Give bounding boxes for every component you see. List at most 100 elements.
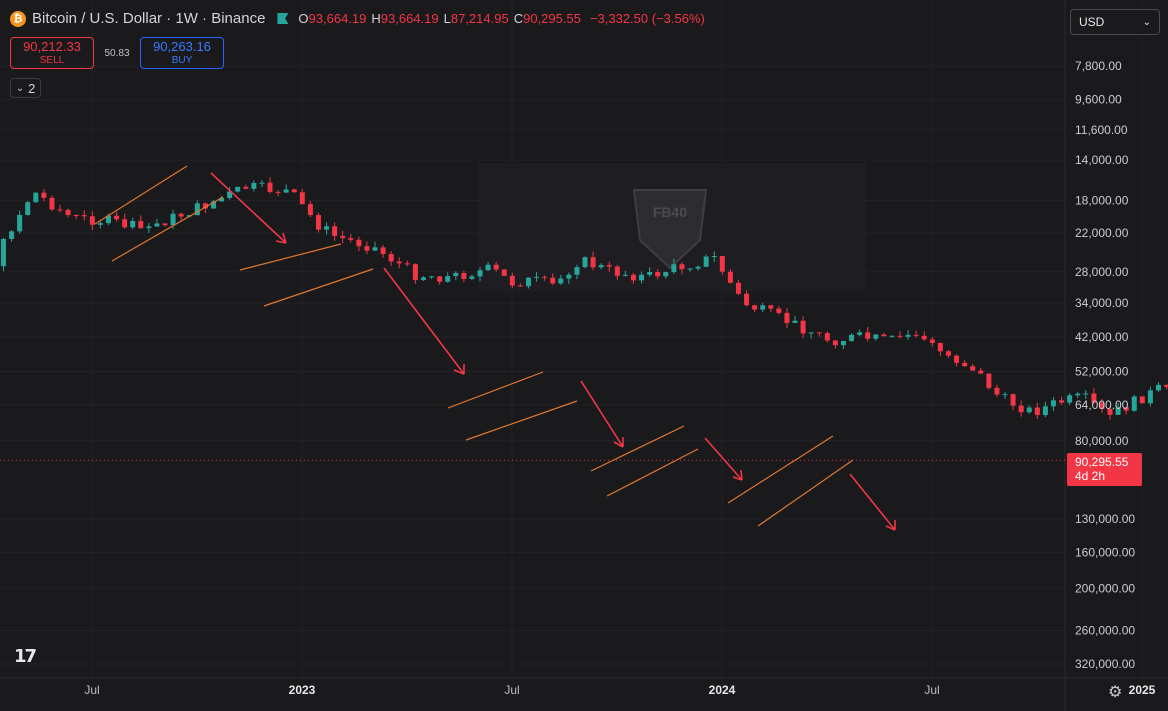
sell-price: 90,212.33 bbox=[23, 39, 81, 54]
price-axis[interactable]: 7,800.00 9,600.00 11,600.00 14,000.00 18,000… bbox=[1075, 59, 1135, 671]
candle-body bbox=[647, 272, 653, 275]
channel-line bbox=[263, 268, 374, 307]
candle-body bbox=[267, 182, 273, 192]
arrow-icon bbox=[210, 172, 287, 244]
flag-icon[interactable] bbox=[277, 13, 289, 24]
channel-line bbox=[606, 448, 699, 497]
channel-line bbox=[590, 425, 685, 472]
price-tag: 90,295.55 4d 2h bbox=[1067, 453, 1142, 486]
candle-body bbox=[404, 263, 410, 265]
y-tick-label: 34,000.00 bbox=[1075, 296, 1129, 310]
trade-panel: 90,212.33 SELL 50.83 90,263.16 BUY bbox=[10, 37, 224, 69]
x-tick-label: Jul bbox=[84, 683, 99, 697]
candle-body bbox=[469, 276, 475, 279]
y-tick-label: 11,600.00 bbox=[1075, 123, 1128, 137]
candle-body bbox=[65, 209, 71, 216]
candle-body bbox=[25, 202, 31, 215]
candle-body bbox=[33, 192, 39, 203]
price-tag-countdown: 4d 2h bbox=[1075, 469, 1105, 483]
buy-button[interactable]: 90,263.16 BUY bbox=[140, 37, 224, 69]
candle-body bbox=[372, 247, 378, 251]
candle-body bbox=[598, 265, 604, 268]
chevron-down-icon: ⌄ bbox=[15, 82, 25, 94]
channel-line bbox=[111, 196, 224, 262]
candle-body bbox=[429, 276, 435, 278]
y-tick-label: 130,000.00 bbox=[1075, 512, 1135, 526]
y-tick-label: 64,000.00 bbox=[1075, 398, 1129, 412]
candle-body bbox=[695, 266, 701, 269]
candle-body bbox=[687, 268, 693, 270]
gear-icon[interactable]: ⚙ bbox=[1108, 684, 1123, 701]
indicators-toggle-button[interactable]: ⌄ 2 bbox=[10, 78, 41, 98]
candle-body bbox=[509, 275, 515, 286]
y-tick-label: 9,600.00 bbox=[1075, 92, 1122, 106]
y-tick-label: 14,000.00 bbox=[1075, 153, 1129, 167]
time-axis[interactable]: Jul2023Jul2024Jul2025Jul2026Jul2027 bbox=[84, 683, 1168, 697]
candle-body bbox=[744, 293, 750, 306]
candle-body bbox=[1139, 396, 1145, 404]
candle-body bbox=[824, 333, 830, 341]
candle-body bbox=[978, 370, 984, 374]
candle-body bbox=[0, 238, 6, 267]
candle-body bbox=[275, 191, 281, 193]
candle-body bbox=[219, 197, 225, 202]
watermark-text: FB40 bbox=[653, 204, 687, 220]
candle-body bbox=[711, 256, 717, 258]
y-tick-label: 260,000.00 bbox=[1075, 624, 1135, 638]
candle-body bbox=[1059, 400, 1065, 403]
candle-body bbox=[582, 257, 588, 268]
candle-body bbox=[9, 231, 15, 239]
candle-body bbox=[622, 274, 628, 276]
candle-body bbox=[873, 334, 879, 339]
candle-body bbox=[954, 355, 960, 363]
candle-body bbox=[41, 192, 47, 198]
candle-body bbox=[307, 204, 313, 216]
candle-body bbox=[566, 274, 572, 279]
candle-body bbox=[437, 276, 443, 282]
bitcoin-icon: ₿ bbox=[10, 10, 26, 27]
channel-line bbox=[447, 371, 544, 409]
candle-body bbox=[493, 264, 499, 270]
candle-body bbox=[420, 277, 426, 281]
candle-body bbox=[655, 272, 661, 277]
candle-body bbox=[639, 274, 645, 281]
candle-body bbox=[105, 215, 111, 224]
candle-body bbox=[905, 334, 911, 337]
candle-body bbox=[808, 332, 814, 334]
candle-body bbox=[816, 332, 822, 334]
y-tick-label: 22,000.00 bbox=[1075, 226, 1129, 240]
candle-body bbox=[445, 276, 451, 282]
candle-body bbox=[243, 186, 249, 189]
candle-body bbox=[671, 264, 677, 273]
candle-body bbox=[1099, 402, 1105, 409]
candle-body bbox=[1131, 396, 1137, 411]
candle-body bbox=[719, 256, 725, 272]
candle-body bbox=[485, 264, 491, 271]
tradingview-logo-icon[interactable]: 17 bbox=[14, 646, 37, 667]
currency-select[interactable]: USD ⌄ bbox=[1070, 9, 1160, 35]
candle-body bbox=[1010, 394, 1016, 406]
candle-body bbox=[574, 267, 580, 275]
candle-body bbox=[477, 270, 483, 277]
candle-body bbox=[832, 340, 838, 346]
candle-body bbox=[194, 203, 200, 216]
candle-body bbox=[614, 266, 620, 276]
candle-body bbox=[332, 226, 338, 236]
symbol-title[interactable]: Bitcoin / U.S. Dollar · 1W · Binance bbox=[32, 10, 266, 27]
candle-body bbox=[283, 189, 289, 193]
ohlc-high: H93,664.19 bbox=[371, 11, 439, 26]
candle-body bbox=[1050, 400, 1056, 407]
candle-body bbox=[1075, 393, 1081, 396]
candle-body bbox=[760, 305, 766, 310]
y-tick-label: 18,000.00 bbox=[1075, 194, 1129, 208]
sell-label: SELL bbox=[39, 55, 65, 66]
sell-button[interactable]: 90,212.33 SELL bbox=[10, 37, 94, 69]
candle-body bbox=[1042, 406, 1048, 415]
candle-body bbox=[162, 223, 168, 226]
candle-body bbox=[146, 226, 152, 229]
candle-body bbox=[202, 203, 208, 209]
x-tick-label: Jul bbox=[504, 683, 519, 697]
candle-body bbox=[114, 215, 120, 220]
candle-body bbox=[1091, 393, 1097, 403]
